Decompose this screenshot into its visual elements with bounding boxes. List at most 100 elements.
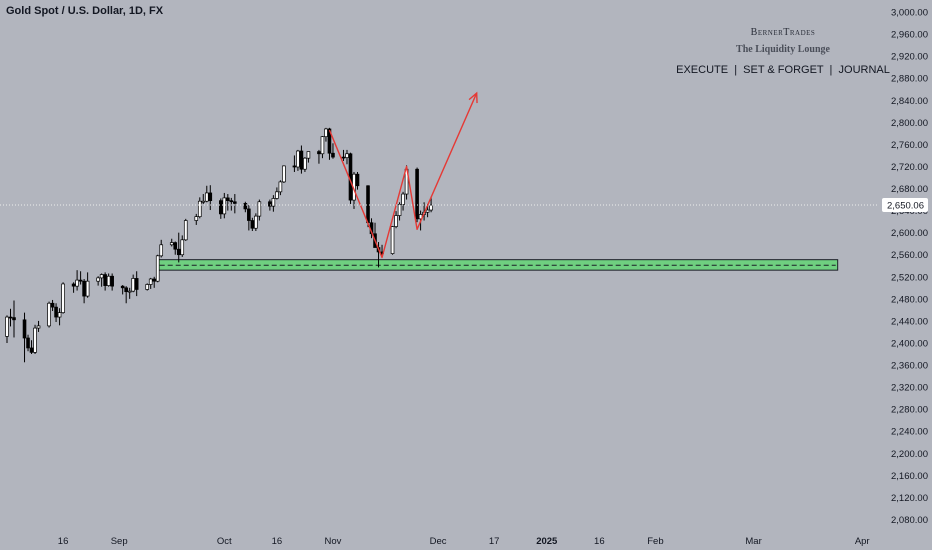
candle[interactable]	[148, 277, 153, 289]
candle[interactable]	[243, 201, 248, 213]
candle[interactable]	[26, 334, 30, 352]
candle[interactable]	[415, 167, 419, 223]
candle-body	[106, 275, 111, 286]
candle[interactable]	[29, 340, 34, 355]
candle[interactable]	[250, 217, 255, 231]
candle[interactable]	[124, 286, 128, 304]
time-axis[interactable]: 16 Sep Oct 16 Nov Dec 17 2025 16 Feb Mar Apr	[58, 536, 870, 547]
candle[interactable]	[131, 274, 135, 293]
candle[interactable]	[341, 149, 346, 161]
candle[interactable]	[345, 149, 349, 165]
candle[interactable]	[306, 151, 311, 163]
candle-body	[5, 316, 9, 337]
candle[interactable]	[155, 254, 160, 283]
candle[interactable]	[5, 315, 9, 343]
candle[interactable]	[50, 299, 55, 311]
candle[interactable]	[201, 194, 206, 204]
candle-body	[169, 242, 174, 246]
x-tick-label: Nov	[325, 536, 342, 547]
candle[interactable]	[180, 235, 185, 257]
candle[interactable]	[78, 271, 83, 285]
candle-body	[425, 209, 430, 213]
candle[interactable]	[96, 276, 100, 286]
candle[interactable]	[331, 143, 335, 159]
candle[interactable]	[47, 301, 51, 328]
candle[interactable]	[152, 276, 157, 288]
y-tick-label: 2,960.00	[891, 30, 928, 41]
candle-body	[99, 274, 104, 279]
candle[interactable]	[429, 196, 433, 213]
candle[interactable]	[103, 272, 107, 291]
candle[interactable]	[317, 149, 321, 164]
candle[interactable]	[57, 308, 62, 326]
y-tick-label: 2,840.00	[891, 96, 928, 107]
candle[interactable]	[145, 283, 150, 291]
candle-body	[394, 215, 398, 227]
candle[interactable]	[106, 273, 111, 287]
candle[interactable]	[303, 157, 307, 172]
candle[interactable]	[22, 312, 27, 363]
candle[interactable]	[355, 171, 360, 190]
candle[interactable]	[320, 136, 325, 159]
candle[interactable]	[247, 205, 251, 231]
candle[interactable]	[229, 197, 234, 211]
candle[interactable]	[183, 218, 188, 241]
candle-body	[247, 208, 251, 221]
candle[interactable]	[254, 213, 258, 231]
price-axis[interactable]: 3,000.00 2,960.00 2,920.00 2,880.00 2,840.00…	[882, 8, 928, 527]
candle[interactable]	[401, 191, 405, 211]
candle[interactable]	[169, 238, 174, 247]
candle[interactable]	[226, 194, 230, 211]
candle-body	[197, 200, 202, 218]
candle[interactable]	[394, 211, 398, 229]
candle-body	[103, 274, 107, 286]
candle-body	[282, 165, 286, 183]
projection-path[interactable]	[328, 92, 478, 259]
candle[interactable]	[85, 272, 90, 298]
candle[interactable]	[278, 180, 283, 196]
candle[interactable]	[12, 300, 16, 338]
candle-body	[124, 287, 128, 293]
candle-body	[78, 279, 83, 282]
candle[interactable]	[194, 213, 199, 225]
candle[interactable]	[159, 239, 164, 258]
candle[interactable]	[268, 199, 272, 211]
candle[interactable]	[134, 271, 139, 297]
candle[interactable]	[271, 195, 276, 212]
candle[interactable]	[222, 192, 227, 219]
last-price-badge: 2,650.06	[882, 198, 928, 213]
candle[interactable]	[36, 320, 41, 332]
candle[interactable]	[219, 198, 223, 219]
candle[interactable]	[99, 273, 104, 287]
candle[interactable]	[296, 149, 300, 171]
symbol-title[interactable]: Gold Spot / U.S. Dollar, 1D, FX	[6, 5, 164, 17]
candle[interactable]	[327, 127, 332, 160]
candle[interactable]	[324, 127, 328, 142]
candle-body	[36, 325, 41, 329]
candle-body	[33, 327, 37, 353]
candle[interactable]	[282, 165, 286, 184]
candle[interactable]	[292, 155, 297, 172]
candle[interactable]	[204, 185, 209, 203]
candle[interactable]	[299, 145, 304, 174]
candle[interactable]	[71, 282, 76, 293]
candle[interactable]	[197, 197, 202, 219]
candle[interactable]	[75, 270, 79, 291]
candle[interactable]	[127, 287, 132, 299]
candle[interactable]	[82, 278, 86, 304]
candle[interactable]	[33, 324, 37, 355]
candle[interactable]	[233, 194, 237, 214]
candle[interactable]	[208, 185, 213, 211]
candle[interactable]	[275, 187, 279, 200]
candle[interactable]	[110, 273, 114, 291]
candle[interactable]	[390, 226, 395, 255]
candle-body	[194, 216, 199, 221]
candle[interactable]	[173, 241, 178, 255]
candle[interactable]	[8, 308, 13, 327]
candle[interactable]	[120, 285, 125, 295]
candle[interactable]	[54, 303, 58, 323]
candle[interactable]	[257, 199, 262, 221]
candle[interactable]	[176, 232, 181, 263]
candle[interactable]	[61, 282, 65, 314]
